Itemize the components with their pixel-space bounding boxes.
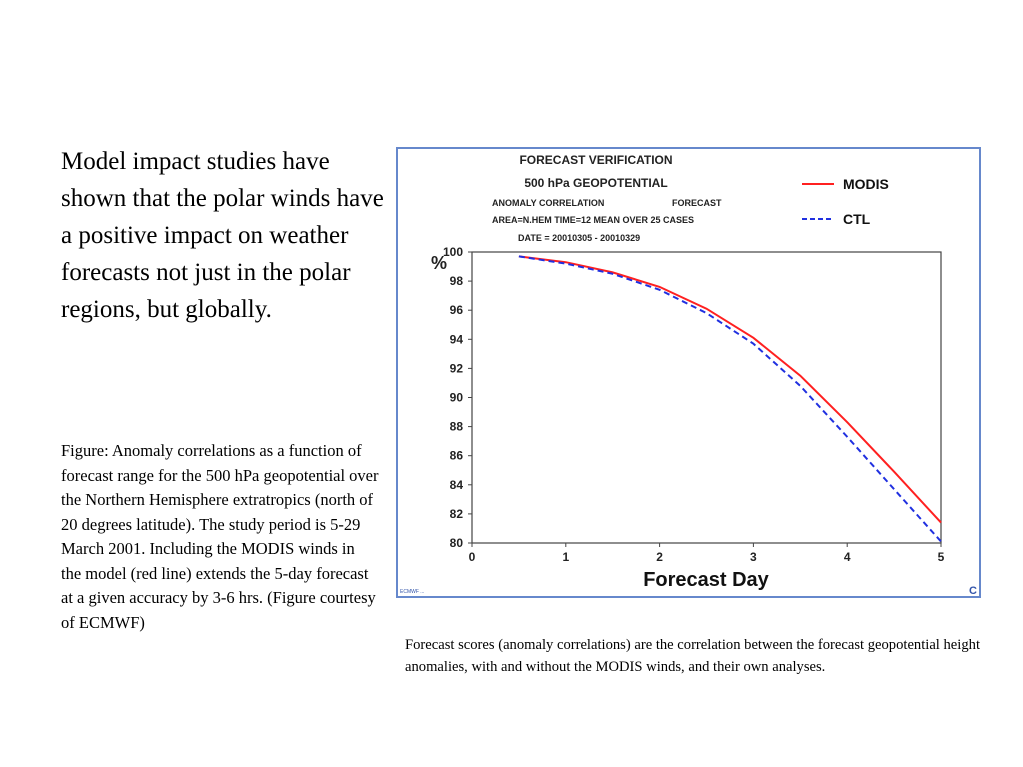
y-tick-label: 80 [450, 536, 464, 550]
y-tick-label: 98 [450, 274, 464, 288]
x-axis-label: Forecast Day [643, 569, 769, 591]
y-axis-label: % [431, 253, 447, 273]
chart-svg: FORECAST VERIFICATION 500 hPa GEOPOTENTI… [396, 147, 981, 598]
forecast-verification-chart: FORECAST VERIFICATION 500 hPa GEOPOTENTI… [396, 147, 981, 598]
y-tick-label: 90 [450, 391, 464, 405]
y-tick-label: 88 [450, 420, 464, 434]
header-forecast: FORECAST [672, 198, 722, 208]
x-tick-label: 1 [562, 550, 569, 564]
chart-border [396, 147, 981, 598]
y-tick-label: 94 [450, 332, 464, 346]
chart-footer-text: ECMWF ... [400, 589, 424, 595]
bottom-note: Forecast scores (anomaly correlations) a… [405, 637, 980, 675]
y-tick-label: 82 [450, 507, 464, 521]
series-layer [518, 255, 942, 543]
header-anomaly-correlation: ANOMALY CORRELATION [492, 198, 604, 208]
y-tick-label: 84 [450, 478, 464, 492]
x-tick-label: 0 [469, 550, 476, 564]
legend-label-ctl: CTL [843, 211, 871, 227]
x-axis-ticks: 0 1 2 3 4 5 [469, 543, 945, 564]
header-area-time: AREA=N.HEM TIME=12 MEAN OVER 25 CASES [492, 215, 694, 225]
legend-label-modis: MODIS [843, 176, 889, 192]
header-date: DATE = 20010305 - 20010329 [518, 233, 640, 243]
x-tick-label: 4 [844, 550, 851, 564]
x-tick-label: 5 [938, 550, 945, 564]
chart-legend: MODIS CTL [802, 176, 889, 227]
x-tick-label: 3 [750, 550, 757, 564]
y-tick-label: 92 [450, 361, 464, 375]
x-tick-label: 2 [656, 550, 663, 564]
series-line-modis [518, 255, 942, 524]
y-tick-label: 96 [450, 303, 464, 317]
y-tick-label: 100 [443, 245, 463, 259]
chart-title: FORECAST VERIFICATION [519, 153, 672, 167]
figure-caption: Figure: Anomaly correlations as a functi… [61, 441, 379, 632]
corner-mark: C [969, 585, 977, 597]
y-tick-label: 86 [450, 449, 464, 463]
y-axis-ticks: 80 82 84 86 88 90 92 94 96 98 100 [443, 245, 472, 550]
main-text: Model impact studies have shown that the… [61, 148, 384, 323]
chart-subtitle: 500 hPa GEOPOTENTIAL [524, 176, 667, 190]
series-line-ctl [518, 255, 942, 543]
